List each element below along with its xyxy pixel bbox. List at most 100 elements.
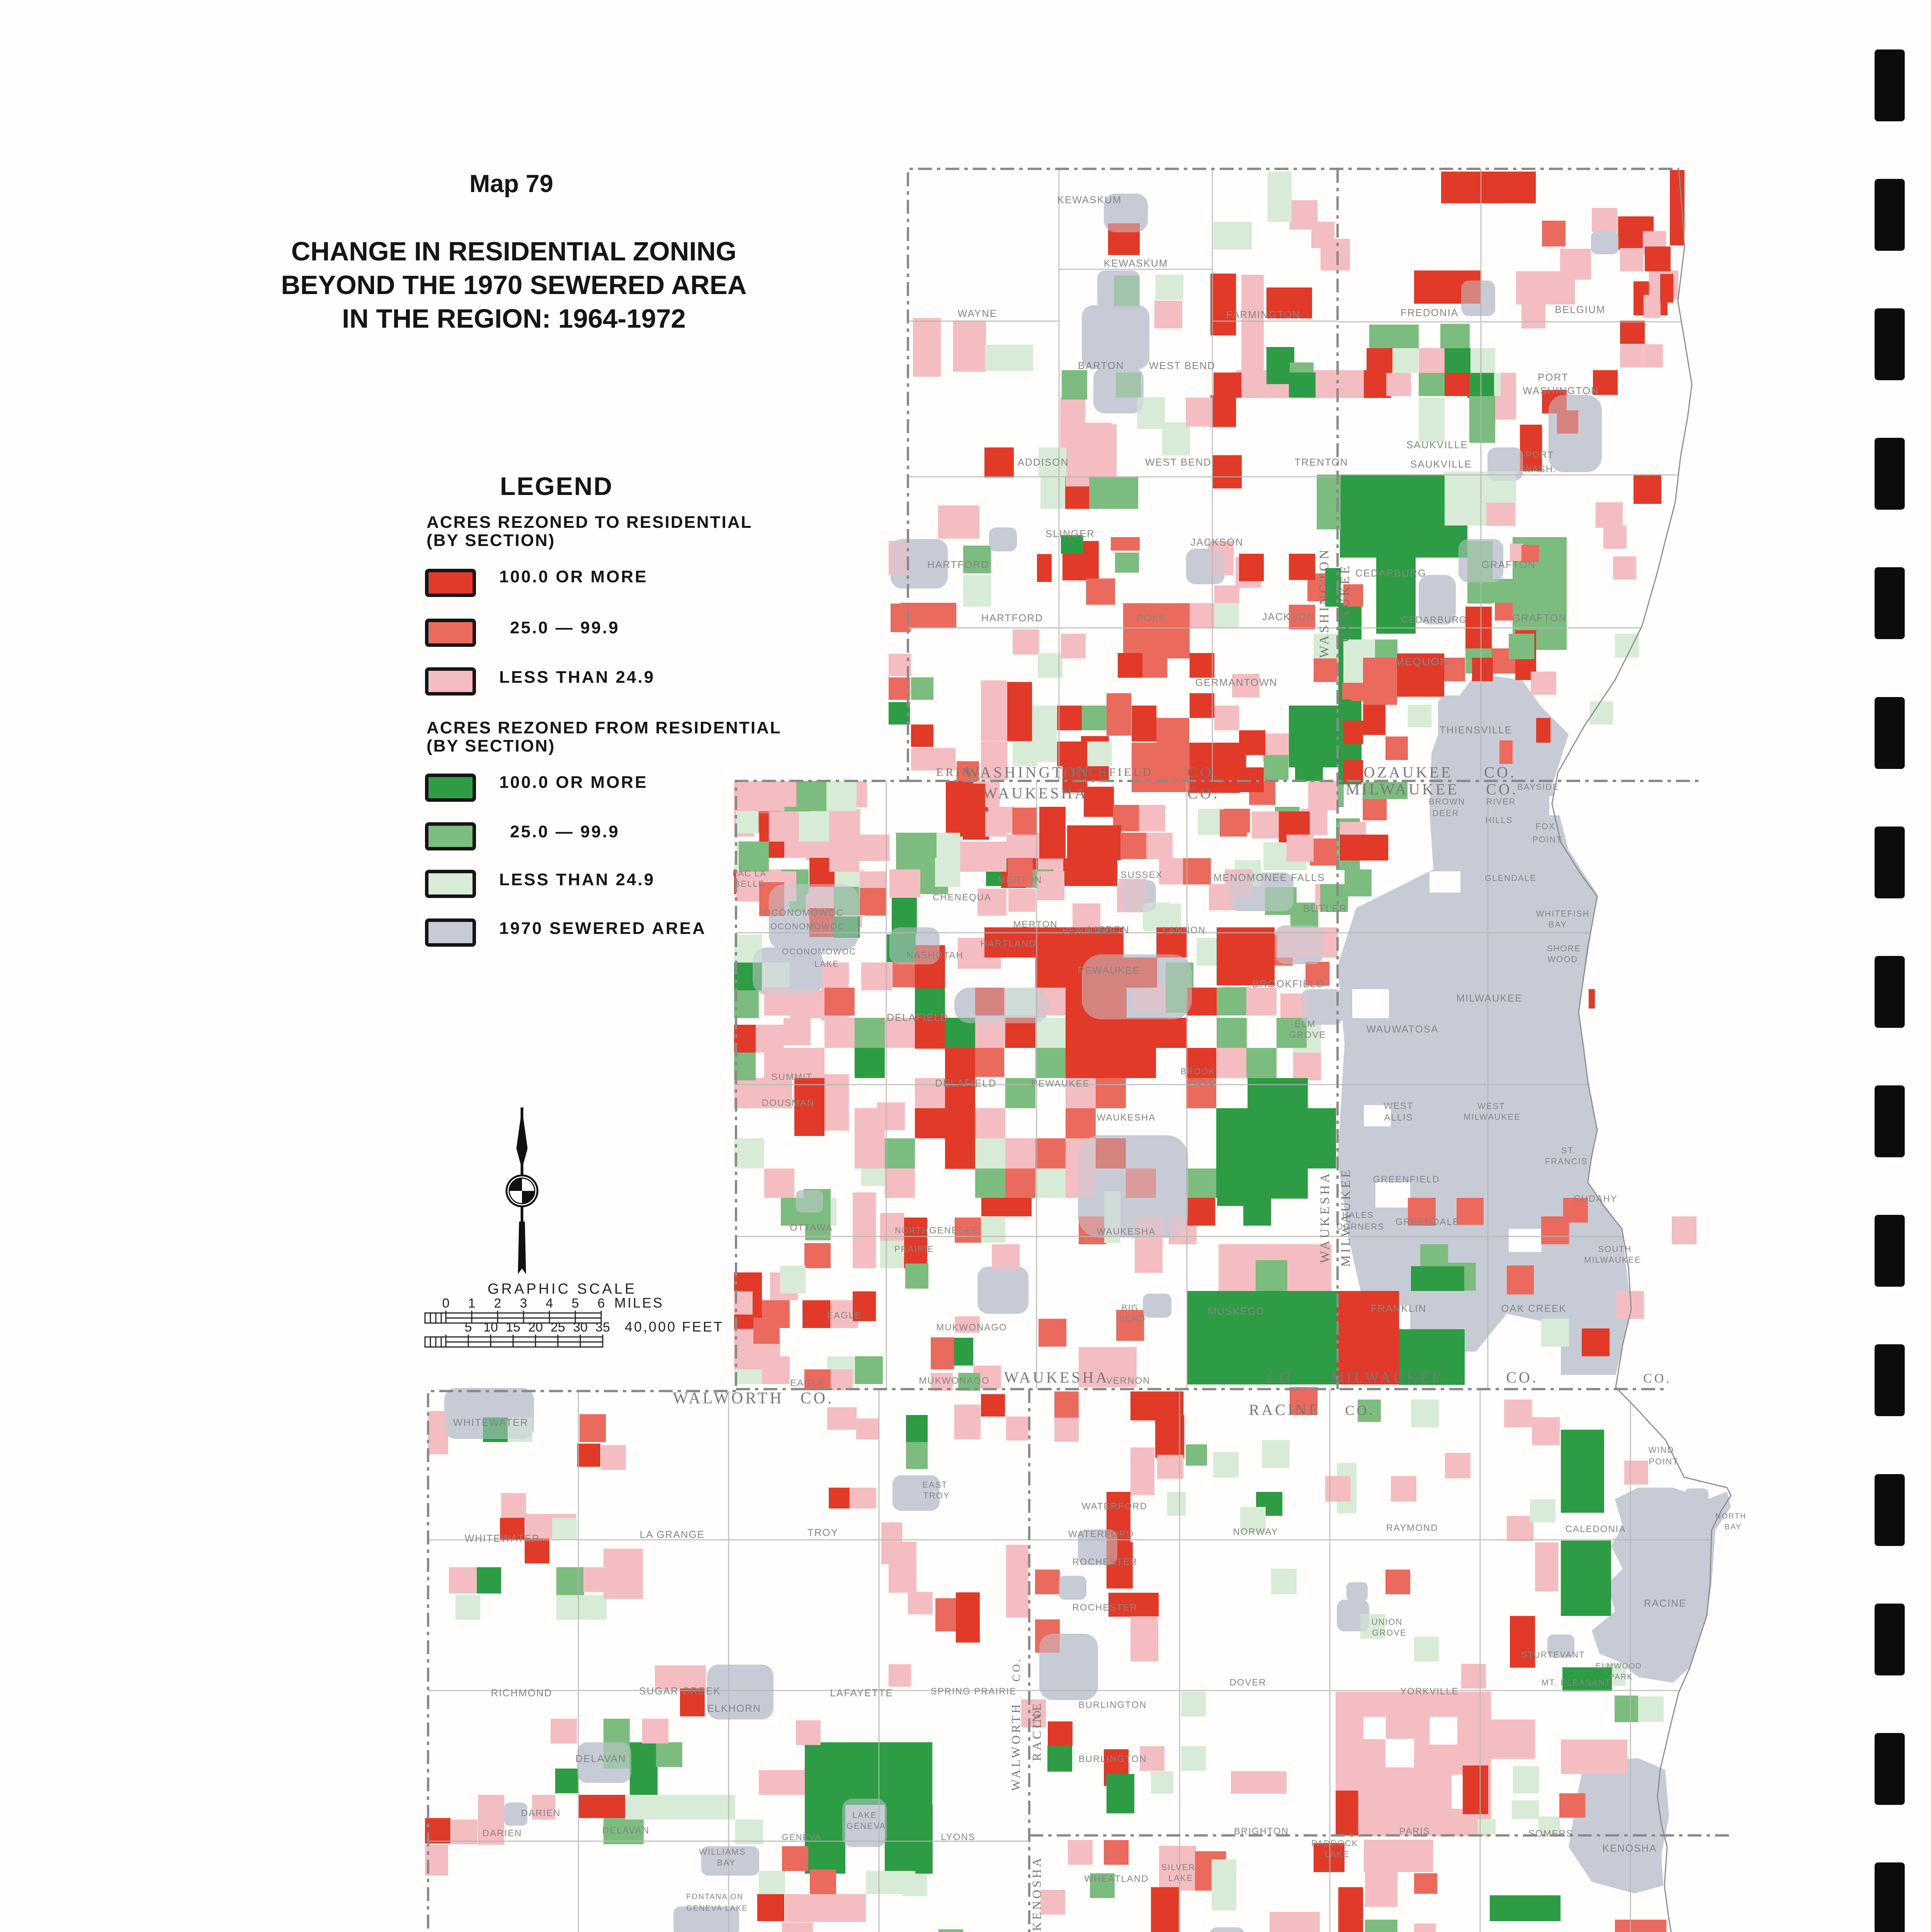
- svg-text:WASH.: WASH.: [1523, 464, 1557, 474]
- svg-text:FARMINGTON: FARMINGTON: [1226, 309, 1301, 320]
- svg-text:TROY: TROY: [807, 1527, 838, 1538]
- svg-text:PEWAUKEE: PEWAUKEE: [1078, 964, 1140, 976]
- svg-text:WAUKESHA: WAUKESHA: [1097, 1226, 1156, 1237]
- svg-text:BRIGHTON: BRIGHTON: [1234, 1826, 1289, 1837]
- svg-text:MERTON: MERTON: [998, 875, 1042, 885]
- svg-text:LAKE: LAKE: [1325, 1849, 1350, 1859]
- svg-text:POINT: POINT: [1532, 835, 1562, 844]
- svg-text:GRAPHIC SCALE: GRAPHIC SCALE: [488, 1281, 637, 1297]
- svg-text:WHITEWATER: WHITEWATER: [465, 1532, 540, 1544]
- svg-text:WALWORTH: WALWORTH: [673, 1389, 784, 1407]
- svg-text:HARTFORD: HARTFORD: [981, 612, 1043, 624]
- svg-text:FOX: FOX: [1535, 821, 1555, 831]
- svg-text:LAC LA: LAC LA: [733, 869, 767, 878]
- svg-text:10: 10: [483, 1320, 498, 1335]
- svg-text:WEST BEND: WEST BEND: [1145, 456, 1212, 468]
- svg-text:5: 5: [572, 1296, 579, 1311]
- svg-text:GENEVA: GENEVA: [847, 1821, 886, 1831]
- svg-text:GRAFTON: GRAFTON: [1482, 559, 1536, 570]
- svg-text:BAY: BAY: [1725, 1523, 1742, 1531]
- svg-text:MUKWONAGO: MUKWONAGO: [919, 1376, 989, 1386]
- svg-text:EAST: EAST: [922, 1480, 947, 1490]
- svg-text:RACINE: RACINE: [1030, 1701, 1044, 1761]
- svg-text:THIENSVILLE: THIENSVILLE: [1440, 724, 1512, 736]
- svg-text:ADDISON: ADDISON: [1018, 456, 1069, 468]
- svg-text:BIG: BIG: [1122, 1303, 1139, 1313]
- svg-text:CO.: CO.: [1506, 1369, 1538, 1386]
- svg-text:5: 5: [465, 1320, 472, 1335]
- svg-text:MILES: MILES: [614, 1295, 664, 1311]
- svg-text:CEDARBURG: CEDARBURG: [1401, 615, 1467, 625]
- svg-text:GRAFTON: GRAFTON: [1513, 612, 1567, 624]
- svg-text:MUSKEGO: MUSKEGO: [1208, 1305, 1265, 1317]
- svg-text:CO.: CO.: [1032, 1703, 1044, 1728]
- svg-text:WIND: WIND: [1649, 1445, 1674, 1455]
- svg-text:CO.: CO.: [1187, 764, 1220, 781]
- svg-text:BAY: BAY: [717, 1858, 736, 1867]
- svg-text:35: 35: [595, 1320, 610, 1335]
- svg-text:GENESEE: GENESEE: [929, 1225, 979, 1236]
- svg-text:FIELD: FIELD: [1188, 1077, 1216, 1087]
- svg-text:SAUKVILLE: SAUKVILLE: [1410, 458, 1472, 470]
- svg-text:BEND: BEND: [1119, 1314, 1146, 1323]
- svg-text:GENEVA LAKE: GENEVA LAKE: [686, 1904, 748, 1913]
- svg-text:POLK: POLK: [1136, 612, 1166, 624]
- svg-text:LYONS: LYONS: [941, 1832, 976, 1842]
- svg-text:MILWAUKEE: MILWAUKEE: [1464, 1112, 1521, 1122]
- svg-text:ELMWOOD: ELMWOOD: [1596, 1662, 1642, 1670]
- svg-text:OCONOMOWOC: OCONOMOWOC: [782, 947, 856, 956]
- svg-text:BELGIUM: BELGIUM: [1555, 304, 1605, 315]
- svg-text:CORNERS: CORNERS: [1336, 1222, 1384, 1231]
- svg-text:CO.: CO.: [1643, 1371, 1672, 1386]
- svg-text:25: 25: [551, 1320, 565, 1335]
- svg-text:WASHINGTON: WASHINGTON: [1317, 548, 1331, 658]
- svg-text:BUTLER: BUTLER: [1303, 903, 1348, 914]
- svg-text:CO.: CO.: [1187, 784, 1220, 802]
- svg-text:3: 3: [520, 1296, 527, 1311]
- svg-text:DARIEN: DARIEN: [521, 1808, 561, 1818]
- svg-text:CEDARBURG: CEDARBURG: [1355, 567, 1426, 579]
- svg-text:DOUSMAN: DOUSMAN: [762, 1098, 815, 1108]
- svg-text:RICHMOND: RICHMOND: [491, 1687, 552, 1699]
- svg-text:KENOSHA: KENOSHA: [1030, 1856, 1044, 1931]
- svg-text:WEST: WEST: [1477, 1101, 1505, 1111]
- svg-text:GREENFIELD: GREENFIELD: [1373, 1174, 1440, 1185]
- svg-text:PEWAUKEE: PEWAUKEE: [1062, 925, 1117, 935]
- svg-text:CO.: CO.: [1266, 1369, 1299, 1386]
- svg-text:MILWAUKEE: MILWAUKEE: [1330, 1369, 1443, 1386]
- svg-text:SUSSEX: SUSSEX: [1120, 870, 1163, 880]
- svg-text:TROY: TROY: [923, 1491, 950, 1500]
- svg-text:GERMANTOWN: GERMANTOWN: [1195, 677, 1277, 688]
- svg-text:GROVE: GROVE: [1289, 1030, 1326, 1040]
- svg-text:OAK CREEK: OAK CREEK: [1501, 1303, 1567, 1314]
- svg-text:1: 1: [468, 1296, 476, 1311]
- svg-text:NORTH: NORTH: [895, 1226, 929, 1235]
- svg-text:YORKVILLE: YORKVILLE: [1400, 1686, 1458, 1697]
- svg-text:NASHOTAH: NASHOTAH: [906, 950, 964, 961]
- svg-text:BARTON: BARTON: [1078, 360, 1124, 371]
- svg-text:OTTAWA: OTTAWA: [790, 1223, 833, 1233]
- svg-text:NORWAY: NORWAY: [1233, 1527, 1278, 1537]
- svg-text:DELAFIELD: DELAFIELD: [935, 1077, 997, 1089]
- svg-text:WHITEFISH: WHITEFISH: [1536, 909, 1590, 918]
- svg-text:BAYSIDE: BAYSIDE: [1517, 782, 1559, 792]
- svg-text:PARK: PARK: [1610, 1673, 1633, 1681]
- svg-text:DELAVAN: DELAVAN: [575, 1753, 626, 1764]
- svg-text:MILWAUKEE: MILWAUKEE: [1456, 992, 1522, 1004]
- svg-text:6: 6: [598, 1296, 605, 1311]
- svg-text:KEWASKUM: KEWASKUM: [1104, 257, 1168, 269]
- svg-text:0: 0: [442, 1296, 450, 1311]
- svg-text:CHENEQUA: CHENEQUA: [933, 892, 991, 903]
- svg-text:RIVER: RIVER: [1486, 797, 1516, 806]
- svg-text:15: 15: [506, 1320, 520, 1335]
- svg-text:VERNON: VERNON: [1106, 1376, 1151, 1386]
- svg-text:RACINE: RACINE: [1249, 1401, 1321, 1418]
- svg-text:MILWAUKEE: MILWAUKEE: [1584, 1255, 1641, 1265]
- svg-text:PORT: PORT: [1538, 371, 1569, 383]
- svg-text:SHORE: SHORE: [1547, 944, 1581, 953]
- svg-text:UNION: UNION: [1372, 1617, 1403, 1627]
- svg-text:WALWORTH: WALWORTH: [1009, 1702, 1023, 1791]
- svg-text:WEST BEND: WEST BEND: [1149, 360, 1215, 371]
- svg-text:SAUKVILLE: SAUKVILLE: [1406, 439, 1468, 451]
- svg-text:KEWASKUM: KEWASKUM: [1057, 194, 1122, 206]
